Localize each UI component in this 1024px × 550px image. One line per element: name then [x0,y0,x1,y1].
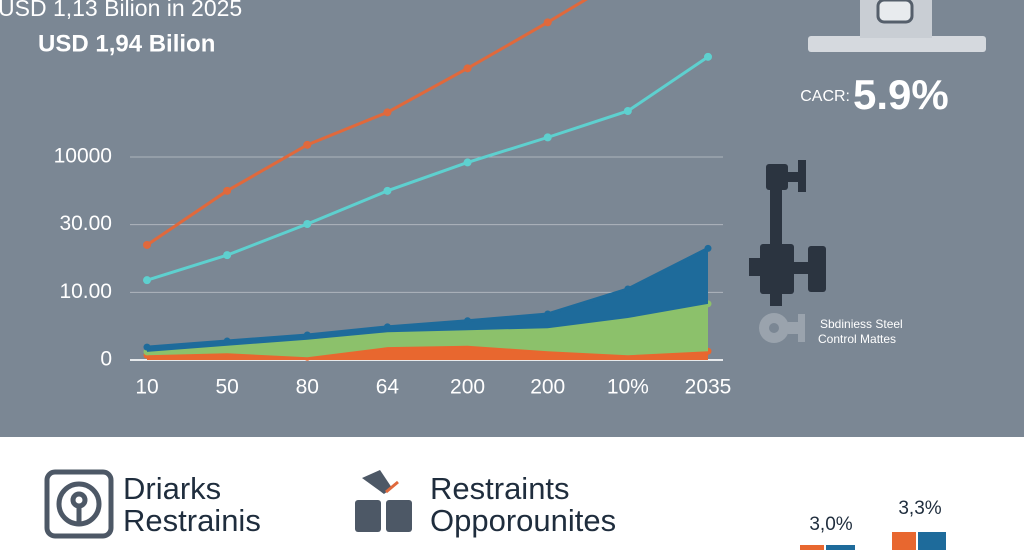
x-tick-label: 10% [607,376,649,399]
x-tick-label: 200 [530,376,565,399]
title: USD 1,13 Bilion in 2025 [0,0,242,21]
point [223,186,232,195]
y-tick-label: 30.00 [59,212,112,235]
point [143,343,151,351]
side-label: Control Mattes [818,332,896,346]
y-tick-label: 10000 [54,145,112,168]
point [704,244,712,252]
point [623,106,632,115]
y-tick-label: 0 [100,348,112,371]
point [543,18,552,27]
x-tick-label: 80 [296,376,319,399]
device-icon [808,0,986,52]
cagr-value: 5.9% [853,71,949,118]
plot: 0 10.00 30.00 10000 10 50 80 64 200 200 10% 2035 [54,0,732,399]
bottom-panel [0,437,1024,550]
point [143,240,151,249]
valve-icon [749,160,826,306]
point [383,186,392,195]
x-tick-label: 10 [135,376,158,399]
percent-label: 3,3% [898,498,941,519]
line [146,0,588,247]
drivers-icon [44,469,114,539]
point [223,337,231,345]
x-tick-label: 64 [376,376,400,399]
background [0,0,1024,437]
point [303,331,311,339]
x-tick-label: 200 [450,376,485,399]
line [146,55,709,282]
percent-label: 3,0% [809,514,852,535]
section-title: Restrainis [123,503,261,538]
point [464,317,472,325]
side-label: Sbdiniess Steel [820,317,903,331]
point [543,133,552,142]
point [143,276,151,285]
point [383,108,392,117]
section-title: Opporounites [430,503,616,538]
point [544,310,552,318]
small-valve-icon [759,313,805,343]
point [303,219,312,228]
point [463,64,472,73]
point [223,251,232,260]
cagr-label: CACR: [800,88,850,105]
restraints-icon [355,470,412,532]
point [383,323,391,331]
point [303,140,312,149]
section-title: Driarks [123,471,221,506]
point [704,52,712,61]
x-tick-label: 2035 [685,376,732,399]
x-tick-label: 50 [215,376,238,399]
subtitle: USD 1,94 Bilion [38,30,215,57]
area [147,303,708,358]
point [463,158,472,167]
area-edge [146,247,709,349]
mini-bars [800,532,946,550]
point [624,285,632,293]
y-tick-label: 10.00 [59,280,112,303]
section-title: Restraints [430,471,570,506]
